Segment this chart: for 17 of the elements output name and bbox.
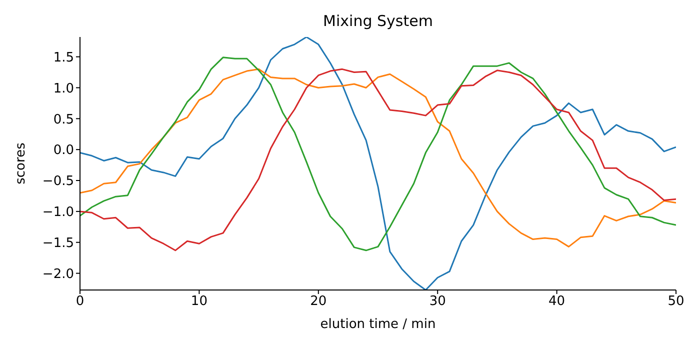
x-tick-label: 10 [190,294,208,310]
x-tick-label: 40 [548,294,566,310]
y-tick-label: −0.5 [42,174,74,190]
y-axis-title: scores [14,142,29,184]
chart-title: Mixing System [322,12,434,30]
y-tick-label: −1.5 [42,236,74,251]
y-tick-label: 0.5 [53,112,74,128]
y-tick-label: 0.0 [53,143,74,158]
x-tick-label: 0 [76,294,84,310]
y-tick-label: −2.0 [42,266,74,282]
y-tick-label: 1.5 [53,50,74,66]
x-axis-title: elution time / min [320,317,436,332]
x-tick-label: 30 [429,294,446,310]
y-tick-label: −1.0 [42,205,74,220]
x-tick-label: 20 [310,294,327,310]
y-tick-label: 1.0 [53,81,74,96]
x-tick-label: 50 [668,294,684,310]
